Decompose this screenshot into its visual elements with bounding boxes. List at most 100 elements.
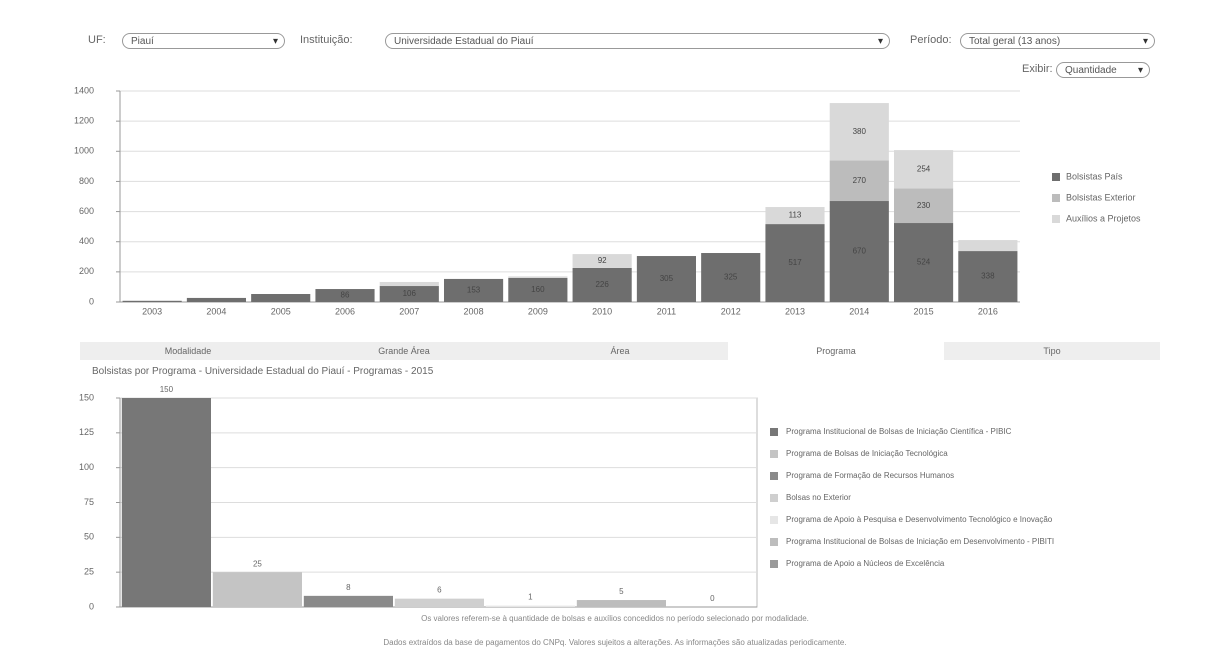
bar-segment <box>379 286 439 302</box>
tab[interactable]: Área <box>610 346 630 356</box>
filter-label: Período: <box>910 34 952 46</box>
bar-segment <box>572 267 632 302</box>
bar-segment <box>894 188 954 224</box>
data-label: 153 <box>467 286 481 295</box>
data-label: 113 <box>789 211 802 220</box>
x-tick-label: 2010 <box>592 306 612 316</box>
legend-swatch <box>770 560 778 568</box>
y-tick-label: 25 <box>84 567 94 577</box>
tab[interactable]: Programa <box>728 342 944 360</box>
bar <box>576 600 666 607</box>
x-tick-label: 2013 <box>785 306 805 316</box>
tab[interactable]: Grande Área <box>378 346 430 356</box>
data-label: 254 <box>917 164 931 173</box>
y-tick-label: 0 <box>89 296 94 306</box>
bar-segment <box>829 103 889 161</box>
x-tick-label: 2003 <box>142 306 162 316</box>
data-label: 270 <box>853 176 867 185</box>
y-tick-label: 50 <box>84 532 94 542</box>
data-label: 1 <box>528 593 533 602</box>
subtitle: Bolsistas por Programa - Universidade Es… <box>92 366 434 377</box>
footnote: Dados extraídos da base de pagamentos do… <box>383 638 847 647</box>
data-label: 226 <box>595 280 609 289</box>
bar-segment <box>701 253 761 302</box>
y-tick-label: 600 <box>79 206 94 216</box>
bar <box>212 572 302 607</box>
legend-swatch <box>1052 194 1060 202</box>
legend-swatch <box>1052 173 1060 181</box>
x-tick-label: 2009 <box>528 306 548 316</box>
bar-segment <box>894 150 954 189</box>
legend-swatch <box>1052 215 1060 223</box>
data-label: 8 <box>346 583 351 592</box>
x-tick-label: 2008 <box>464 306 484 316</box>
legend-label: Auxílios a Projetos <box>1066 213 1141 223</box>
legend-label: Programa Institucional de Bolsas de Inic… <box>786 537 1054 546</box>
tab[interactable]: Tipo <box>1043 346 1061 356</box>
y-tick-label: 400 <box>79 236 94 246</box>
legend-swatch <box>770 538 778 546</box>
x-tick-label: 2016 <box>978 306 998 316</box>
legend-label: Bolsas no Exterior <box>786 493 851 502</box>
bar-segment <box>829 201 889 302</box>
legend-label: Bolsistas País <box>1066 171 1123 181</box>
y-tick-label: 1200 <box>74 116 94 126</box>
legend-label: Programa de Apoio à Pesquisa e Desenvolv… <box>786 515 1053 524</box>
bar <box>303 595 393 607</box>
bar-segment <box>444 278 504 302</box>
y-tick-label: 125 <box>79 427 94 437</box>
data-label: 380 <box>853 127 867 136</box>
y-tick-label: 100 <box>79 462 94 472</box>
bar-segment <box>186 297 246 302</box>
data-label: 517 <box>788 258 802 267</box>
x-tick-label: 2014 <box>849 306 869 316</box>
y-tick-label: 800 <box>79 176 94 186</box>
legend-swatch <box>770 450 778 458</box>
bar-segment <box>508 277 568 302</box>
bar-segment <box>315 289 375 302</box>
filter-select[interactable]: Total geral (13 anos) <box>960 33 1155 49</box>
bar-segment <box>636 256 696 302</box>
filter-label: UF: <box>88 34 106 46</box>
data-label: 0 <box>710 594 715 603</box>
legend-swatch <box>770 516 778 524</box>
bar-segment <box>251 294 311 302</box>
filter-select[interactable]: Quantidade <box>1056 62 1150 78</box>
x-tick-label: 2004 <box>206 306 226 316</box>
legend-label: Bolsistas Exterior <box>1066 192 1136 202</box>
data-label: 150 <box>160 385 174 394</box>
footnote: Os valores referem-se à quantidade de bo… <box>421 614 809 623</box>
y-tick-label: 75 <box>84 497 94 507</box>
legend-swatch <box>770 428 778 436</box>
x-tick-label: 2007 <box>399 306 419 316</box>
y-tick-label: 200 <box>79 266 94 276</box>
filter-select[interactable]: Universidade Estadual do Piauí <box>385 33 890 49</box>
y-tick-label: 1000 <box>74 146 94 156</box>
data-label: 524 <box>917 258 931 267</box>
bar-segment <box>572 254 632 268</box>
y-tick-label: 0 <box>89 601 94 611</box>
legend-swatch <box>770 472 778 480</box>
bar-segment <box>379 281 439 287</box>
legend-swatch <box>770 494 778 502</box>
bar-segment <box>894 223 954 302</box>
data-label: 86 <box>341 291 350 300</box>
filter-label: Exibir: <box>1022 63 1053 75</box>
filter-select[interactable]: Piauí <box>122 33 285 49</box>
bar <box>485 605 575 607</box>
data-label: 25 <box>253 559 262 568</box>
bar-segment <box>829 160 889 202</box>
bar-segment <box>765 207 825 225</box>
bar-segment <box>958 240 1018 252</box>
data-label: 230 <box>917 201 931 210</box>
data-label: 160 <box>531 285 545 294</box>
data-label: 5 <box>619 587 624 596</box>
bar <box>121 398 211 607</box>
tab[interactable]: Modalidade <box>164 346 212 356</box>
plot-frame <box>119 397 758 608</box>
data-label: 325 <box>724 273 738 282</box>
filter-label: Instituição: <box>300 34 353 46</box>
data-label: 338 <box>981 272 995 281</box>
